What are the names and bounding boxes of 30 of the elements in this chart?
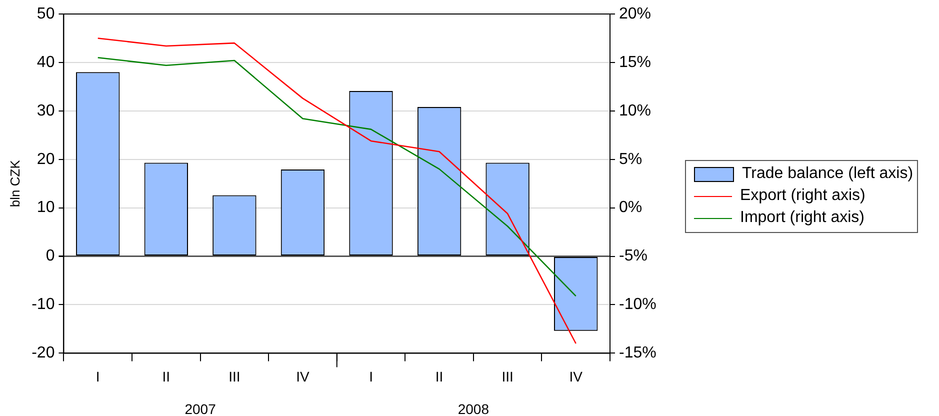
x-tick-label: I	[369, 368, 373, 384]
x-tick-label: II	[162, 368, 170, 384]
y2-tick-label: 5%	[619, 150, 642, 168]
x-tick-label: IV	[569, 368, 584, 384]
y2-tick-label: 10%	[619, 102, 652, 120]
text: 2008	[458, 401, 490, 416]
y2-tick-label: -15%	[619, 344, 656, 362]
y2-tick-label: 15%	[619, 54, 652, 71]
y-tick-label: 30	[36, 102, 55, 120]
y-axis-title: bln CZK	[7, 160, 22, 208]
legend-label: Trade balance (left axis)	[742, 165, 914, 183]
y2-tick-label: -10%	[619, 296, 656, 314]
y-tick-label: -10	[32, 296, 55, 314]
y2-tick-label: 0%	[619, 199, 642, 216]
y-tick-label: 50	[36, 5, 55, 22]
y2-tick-label: -5%	[619, 248, 648, 265]
text: 2007	[184, 401, 216, 416]
y-tick-label: 10	[36, 199, 55, 216]
y-tick-label: 40	[36, 54, 55, 71]
y-tick-label: 0	[46, 248, 55, 265]
legend-label: Import (right axis)	[740, 209, 864, 227]
y-tick-label: -20	[32, 344, 55, 362]
legend-label: Export (right axis)	[740, 187, 866, 205]
y-tick-label: 20	[36, 150, 55, 168]
x-tick-label: III	[502, 368, 514, 384]
x-tick-label: III	[228, 368, 240, 384]
x-tick-label: II	[435, 368, 444, 384]
x-tick-label: IV	[296, 368, 310, 384]
y2-tick-label: 20%	[619, 5, 652, 22]
x-tick-label: I	[96, 368, 100, 384]
